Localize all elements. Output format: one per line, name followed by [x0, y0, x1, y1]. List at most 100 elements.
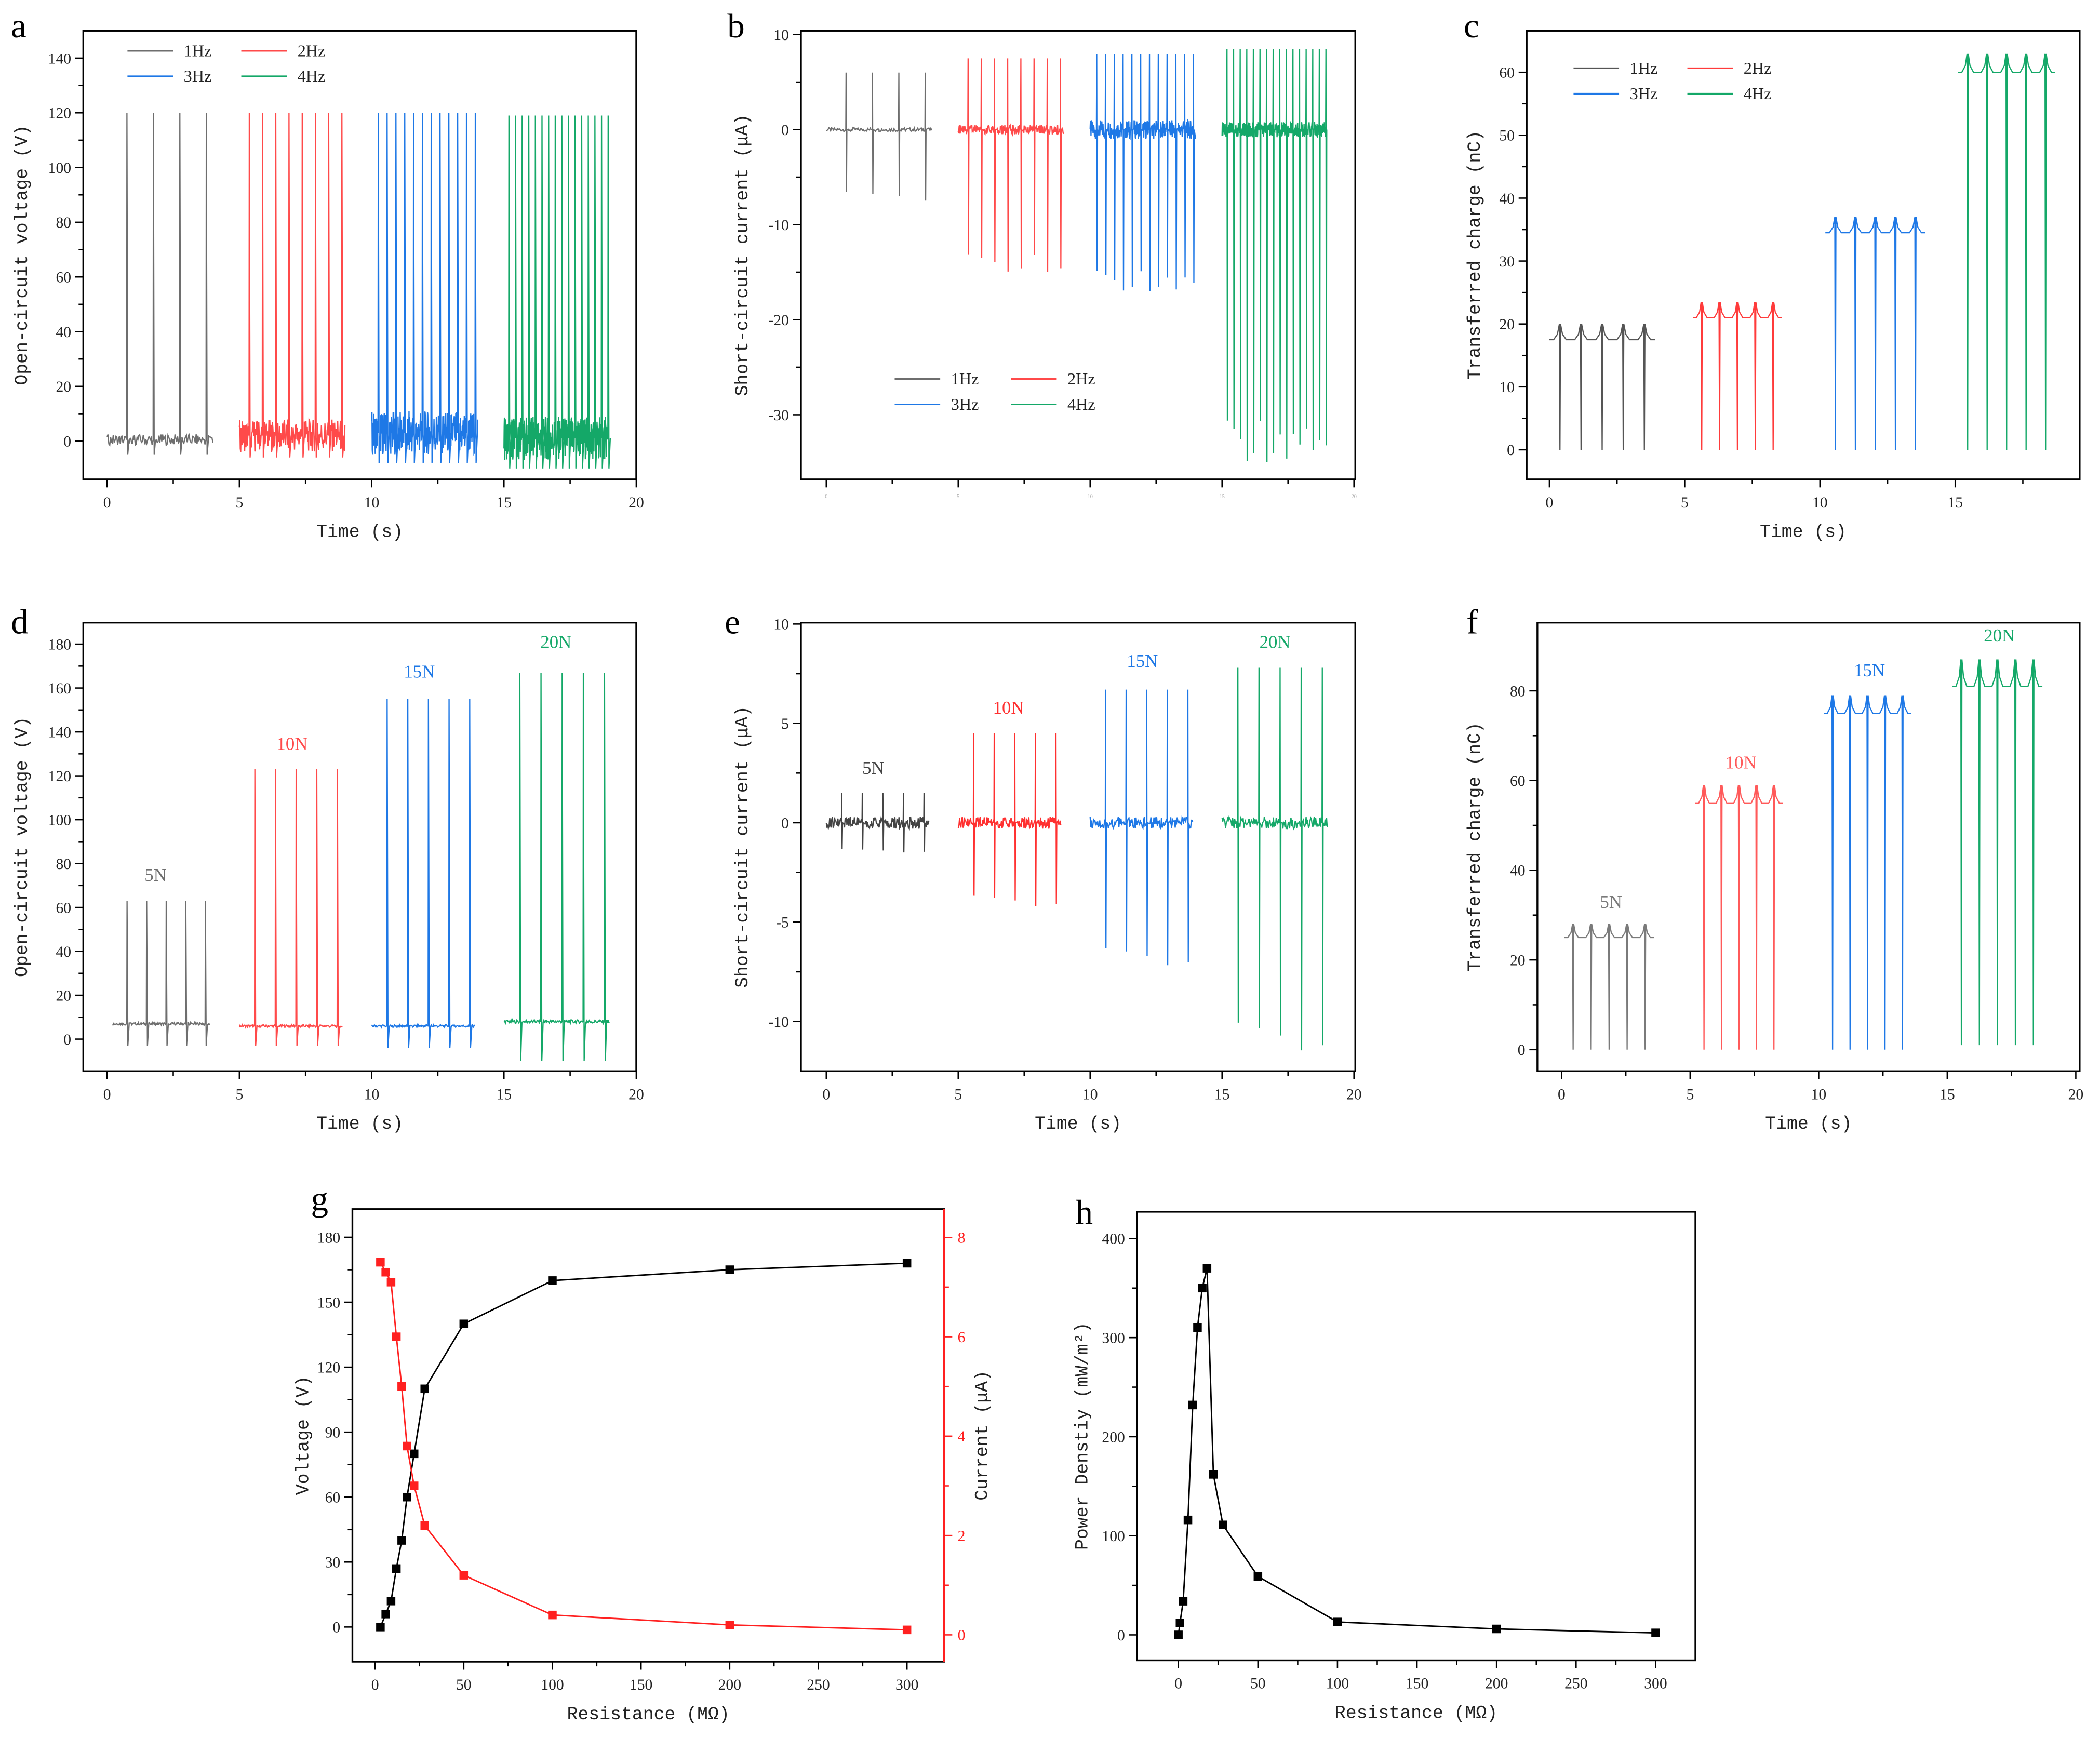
data-point: [420, 1384, 429, 1394]
legend-label: 3Hz: [951, 395, 979, 413]
data-point: [381, 1267, 390, 1277]
x-tick-label: 0: [1174, 1676, 1182, 1692]
data-point: [397, 1382, 406, 1391]
x-tick-label: 150: [630, 1677, 652, 1693]
x-tick-label: 10: [1811, 1086, 1827, 1103]
panel-letter: e: [725, 603, 740, 641]
y-tick-label: 10: [773, 27, 789, 44]
legend-label: 2Hz: [1067, 369, 1095, 388]
data-point: [386, 1597, 396, 1606]
panel-letter: c: [1464, 7, 1479, 45]
data-point: [1202, 1264, 1212, 1273]
x-tick-label: 5: [1686, 1086, 1694, 1103]
series-2hz-trace: [1693, 302, 1782, 450]
group-label: 10N: [276, 734, 307, 754]
y2-tick-label: 8: [958, 1230, 966, 1247]
panel-c: 0 5 10 15 0 10 20 30 40 50 60 Time (s) Transferred c…: [1464, 7, 2081, 543]
series-1hz-trace: [1549, 324, 1655, 450]
legend-label: 3Hz: [184, 66, 212, 85]
data-point: [902, 1625, 912, 1635]
y2-tick-label: 6: [958, 1329, 966, 1346]
plot-frame: [351, 1208, 945, 1663]
data-point: [392, 1332, 401, 1341]
x-tick-label: 15: [496, 494, 512, 511]
y-tick-label: 140: [48, 50, 71, 67]
data-point: [403, 1492, 411, 1502]
series-15n-trace: [371, 699, 475, 1048]
legend-label: 2Hz: [298, 41, 326, 60]
x-tick-label: 200: [1485, 1676, 1508, 1692]
x-axis-label: Time (s): [1035, 1114, 1121, 1134]
plot-frame: [800, 622, 1356, 1072]
panel-letter: g: [311, 1180, 329, 1218]
y-axis-label: Voltage (V): [293, 1376, 314, 1495]
data-point: [397, 1536, 406, 1545]
legend-label: 4Hz: [1744, 84, 1772, 103]
series-5n-trace: [112, 901, 210, 1046]
y-tick-label: 40: [1510, 863, 1526, 879]
y-tick-label: 0: [1507, 442, 1515, 459]
y-tick-label: 180: [48, 636, 71, 653]
x-tick-label: 5: [957, 494, 959, 500]
y-tick-label: 0: [63, 433, 71, 450]
data-point: [403, 1441, 411, 1451]
y-tick-label: 60: [1499, 65, 1515, 82]
group-label: 10N: [993, 698, 1024, 718]
data-point: [1492, 1624, 1501, 1634]
data-point: [548, 1276, 557, 1285]
y-tick-label: 20: [1510, 952, 1526, 969]
y-tick-label: 10: [773, 617, 789, 633]
panel-letter: a: [11, 7, 26, 45]
y-tick-label: 400: [1102, 1231, 1125, 1248]
y-axis-label: Transferred charge (nC): [1465, 722, 1486, 971]
legend-label: 3Hz: [1630, 84, 1658, 103]
series-current-line: [380, 1262, 907, 1631]
y-tick-label: 60: [56, 900, 71, 916]
y-tick-label: 120: [48, 105, 71, 122]
plot-frame: [1526, 30, 2081, 480]
panel-f: 0 5 10 15 20 0 20 40 60 80 Time (s) Transferred cha…: [1465, 603, 2083, 1134]
x-tick-label: 300: [895, 1677, 918, 1693]
panel-g: 0 50 100 150 200 250 300 0 30 60 90 120 150 180 0 2 4 6 8 C…: [293, 1180, 993, 1725]
panel-a: 0 5 10 15 20 0 20 40 60 80 100 120 140 Time (s) Open-c…: [11, 7, 644, 543]
x-tick-label: 100: [541, 1677, 564, 1693]
x-axis-label: Resistance (MΩ): [567, 1705, 730, 1725]
x-tick-label: 10: [1088, 494, 1093, 500]
x-tick-label: 10: [364, 1086, 380, 1103]
y-tick-label: -5: [776, 915, 789, 931]
data-point: [1651, 1628, 1660, 1637]
y-tick-label: 20: [1499, 316, 1515, 333]
y2-tick-label: 0: [958, 1627, 966, 1644]
series-2hz-trace: [957, 58, 1064, 272]
data-point: [1174, 1630, 1183, 1639]
group-label: 15N: [1854, 660, 1885, 680]
data-point: [409, 1449, 419, 1459]
x-tick-label: 200: [718, 1677, 741, 1693]
y-tick-label: -10: [768, 1014, 789, 1031]
x-tick-label: 15: [1947, 494, 1963, 511]
y-axis-label: Open-circuit voltage (V): [12, 125, 33, 385]
y-tick-label: -20: [768, 312, 789, 329]
y-tick-label: 10: [1499, 379, 1515, 396]
y-tick-label: 30: [325, 1555, 341, 1571]
x-tick-label: 0: [103, 1086, 111, 1103]
series-10n-trace: [957, 733, 1062, 906]
x-tick-label: 0: [103, 494, 111, 511]
x-tick-label: 20: [628, 1086, 644, 1103]
data-point: [1183, 1515, 1193, 1525]
y-tick-label: 100: [48, 812, 71, 828]
data-point: [420, 1521, 429, 1530]
series-3hz-trace: [1825, 217, 1925, 450]
legend-label: 1Hz: [1630, 59, 1658, 77]
y-tick-label: 40: [56, 324, 71, 341]
x-axis-label: Resistance (MΩ): [1335, 1703, 1497, 1723]
y-tick-label: 80: [56, 856, 71, 873]
data-point: [902, 1259, 912, 1268]
group-label: 20N: [1984, 625, 2015, 646]
x-tick-label: 5: [235, 1086, 243, 1103]
x-tick-label: 5: [954, 1086, 962, 1103]
x-tick-label: 300: [1644, 1676, 1667, 1692]
y-tick-label: 200: [1102, 1429, 1125, 1446]
data-point: [459, 1571, 469, 1580]
data-point: [1219, 1520, 1227, 1529]
